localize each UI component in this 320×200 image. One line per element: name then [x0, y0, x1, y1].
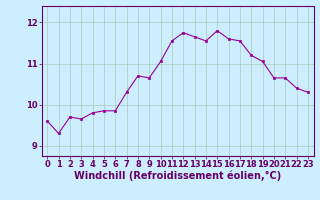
- X-axis label: Windchill (Refroidissement éolien,°C): Windchill (Refroidissement éolien,°C): [74, 171, 281, 181]
